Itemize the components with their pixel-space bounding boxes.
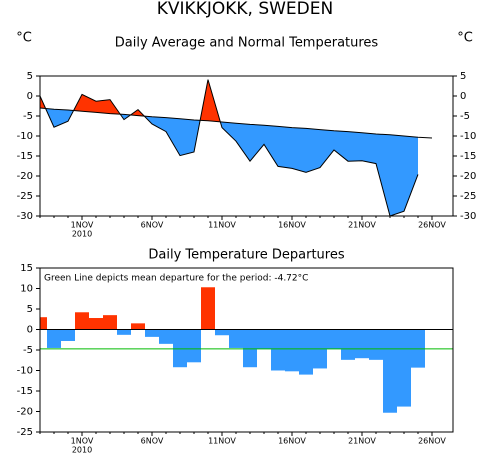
anomaly-fill [236, 123, 250, 162]
bar [285, 329, 299, 372]
anomaly-fill [250, 124, 264, 162]
anomaly-fill [166, 117, 180, 156]
bar [47, 329, 61, 348]
bar [355, 329, 369, 359]
y2-tick-label: 0 [460, 91, 466, 102]
anomaly-fill [82, 94, 96, 113]
bar [61, 329, 75, 341]
y2-tick-label: -15 [460, 151, 476, 162]
plot-area [40, 79, 433, 216]
anomaly-fill [376, 134, 390, 216]
x-tick-label: 11NOV [208, 437, 236, 446]
y-tick-label: -10 [17, 366, 33, 377]
y2-tick-label: -20 [460, 171, 476, 182]
annotation: Green Line depicts mean departure for th… [44, 274, 308, 284]
bar [257, 329, 271, 350]
anomaly-fill [222, 122, 236, 142]
anomaly-fill [348, 131, 362, 162]
y-tick-label: 5 [27, 71, 33, 82]
series-line [40, 79, 419, 216]
bar [341, 329, 355, 360]
anomaly-fill [152, 116, 166, 132]
x-sublabel: 2010 [72, 446, 92, 455]
y2-tick-label: 5 [460, 71, 466, 82]
y2-tick-label: -5 [460, 111, 470, 122]
x-tick-label: 1NOV [71, 221, 94, 230]
anomaly-fill [264, 125, 278, 167]
x-tick-label: 6NOV [141, 437, 164, 446]
page-title: KVIKKJOKK, SWEDEN [157, 0, 333, 19]
bar [131, 323, 145, 330]
y-tick-label: 10 [20, 284, 33, 295]
y-tick-label: -25 [17, 427, 33, 438]
y2-tick-label: -10 [460, 131, 476, 142]
anomaly-fill [334, 130, 348, 162]
bar [89, 318, 103, 330]
x-tick-label: 1NOV [71, 437, 94, 446]
y-tick-label: -20 [17, 171, 33, 182]
anomaly-fill [390, 134, 404, 216]
x-tick-label: 16NOV [278, 221, 306, 230]
y-unit: °C [16, 31, 32, 46]
bar [40, 317, 47, 330]
chart-title: Daily Temperature Departures [148, 248, 344, 263]
y-tick-label: -15 [17, 151, 33, 162]
anomaly-fill [362, 132, 376, 164]
bar [145, 329, 159, 337]
y-tick-label: -30 [17, 211, 33, 222]
anomaly-fill [404, 136, 418, 212]
anomaly-fill [278, 126, 292, 169]
y-tick-label: 0 [27, 91, 33, 102]
y-tick-label: 5 [27, 304, 33, 315]
bar [201, 287, 215, 330]
x-tick-label: 16NOV [278, 437, 306, 446]
x-sublabel: 2010 [72, 230, 92, 239]
y-tick-label: -25 [17, 191, 33, 202]
y2-tick-label: -25 [460, 191, 476, 202]
y-tick-label: -15 [17, 386, 33, 397]
bar [369, 329, 383, 360]
chart-title: Daily Average and Normal Temperatures [115, 36, 379, 51]
y-tick-label: 15 [20, 263, 33, 274]
y-tick-label: -20 [17, 407, 33, 418]
bar [75, 312, 89, 330]
x-tick-label: 21NOV [348, 437, 376, 446]
bar [397, 329, 411, 407]
series-line [40, 107, 433, 139]
x-tick-label: 21NOV [348, 221, 376, 230]
x-tick-label: 11NOV [208, 221, 236, 230]
y-tick-label: -10 [17, 131, 33, 142]
bar [215, 329, 229, 336]
bar [187, 329, 201, 363]
x-tick-label: 26NOV [418, 221, 446, 230]
plot-area [40, 287, 453, 413]
bar [159, 329, 173, 344]
y2-unit: °C [457, 31, 473, 46]
y2-tick-label: -30 [460, 211, 476, 222]
bar [271, 329, 285, 371]
bar [229, 329, 243, 348]
x-tick-label: 6NOV [141, 221, 164, 230]
anomaly-fill [306, 128, 320, 173]
anomaly-fill [96, 99, 110, 114]
anomaly-fill [180, 118, 194, 156]
bar [103, 315, 117, 330]
bar [117, 329, 131, 335]
bar [327, 329, 341, 350]
anomaly-fill [320, 129, 334, 168]
frame [39, 75, 454, 217]
y-tick-label: 0 [27, 325, 33, 336]
y-tick-label: -5 [23, 345, 33, 356]
y-tick-label: -5 [23, 111, 33, 122]
anomaly-fill [292, 127, 306, 173]
x-tick-label: 26NOV [418, 437, 446, 446]
bar [383, 329, 397, 413]
bar [299, 329, 313, 375]
